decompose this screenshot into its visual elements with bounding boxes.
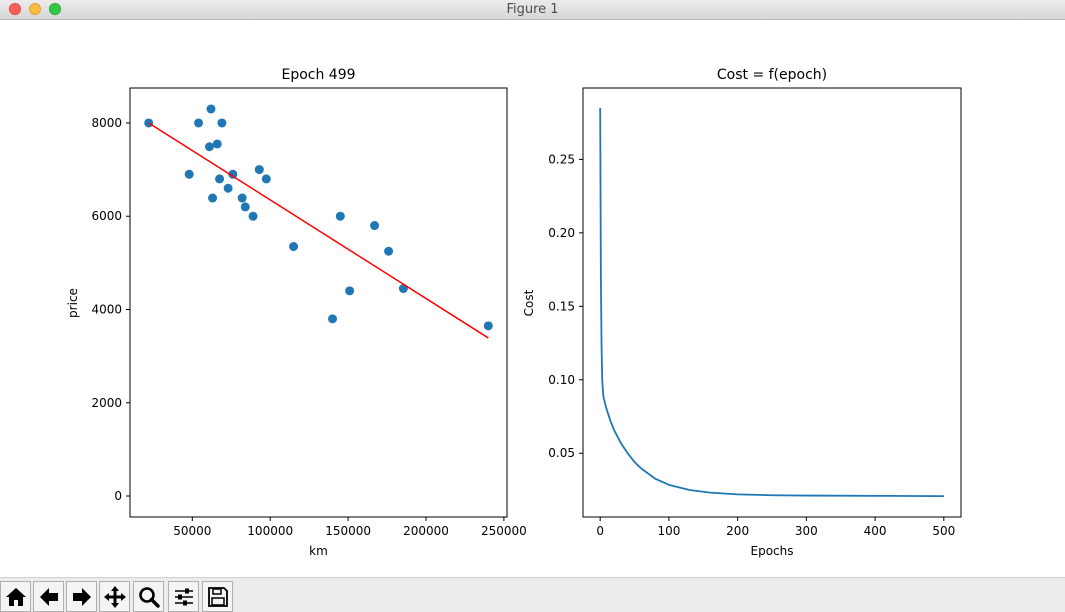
data-point — [370, 221, 380, 231]
data-point — [223, 183, 233, 193]
data-point — [208, 193, 218, 203]
cost-plot-axes: Cost = f(epoch) Epochs Cost 0 100 200 300 40… — [522, 67, 962, 558]
cost-x-axis-label: Epochs — [751, 544, 794, 558]
navigation-toolbar — [0, 577, 1065, 612]
y-tick-label: 2000 — [91, 396, 122, 410]
x-tick-label: 250000 — [481, 524, 527, 538]
home-button[interactable] — [0, 581, 31, 612]
x-tick-label: 300 — [795, 524, 818, 538]
data-point — [206, 104, 216, 114]
maximize-window-button[interactable] — [49, 3, 61, 15]
zoom-icon — [138, 586, 160, 608]
y-tick-label: 0.15 — [548, 299, 575, 313]
scatter-x-axis-label: km — [309, 544, 328, 558]
y-tick-label: 0.20 — [548, 226, 575, 240]
data-point — [335, 211, 345, 221]
scatter-plot-frame — [129, 87, 508, 518]
data-point — [215, 174, 225, 184]
x-tick-label: 100 — [657, 524, 680, 538]
y-tick-label: 6000 — [91, 209, 122, 223]
data-point — [289, 242, 299, 252]
y-tick-label: 8000 — [91, 116, 122, 130]
sliders-icon — [174, 588, 193, 605]
cost-y-axis-label: Cost — [522, 289, 536, 316]
x-tick-label: 150000 — [325, 524, 371, 538]
data-point — [204, 142, 214, 152]
arrow-left-icon — [39, 587, 58, 606]
figure-canvas: Epoch 499 km price 50000 100000 150000 2000… — [66, 67, 962, 558]
data-point — [254, 165, 264, 175]
regression-line — [148, 122, 489, 339]
data-point — [194, 118, 204, 128]
minimize-window-button[interactable] — [29, 3, 41, 15]
scatter-plot-title: Epoch 499 — [281, 67, 355, 83]
cost-plot-frame — [582, 87, 962, 518]
x-tick-label: 500 — [932, 524, 955, 538]
data-point — [248, 211, 258, 221]
data-point — [184, 169, 194, 179]
scatter-plot-axes: Epoch 499 km price 50000 100000 150000 2000… — [66, 67, 527, 558]
back-button[interactable] — [33, 581, 64, 612]
data-point — [483, 321, 493, 331]
y-tick-label: 0 — [114, 489, 122, 503]
x-tick-label: 50000 — [173, 524, 211, 538]
forward-button[interactable] — [66, 581, 97, 612]
data-point — [345, 286, 355, 296]
data-point — [328, 314, 338, 324]
cost-series-line — [599, 107, 944, 498]
floppy-icon — [207, 586, 228, 607]
x-tick-label: 0 — [596, 524, 604, 538]
x-tick-label: 400 — [864, 524, 887, 538]
x-tick-label: 100000 — [247, 524, 293, 538]
window-titlebar: Figure 1 — [0, 0, 1065, 20]
y-tick-label: 0.10 — [548, 373, 575, 387]
x-tick-label: 200000 — [403, 524, 449, 538]
pan-button[interactable] — [99, 581, 130, 612]
data-point — [261, 174, 271, 184]
arrow-right-icon — [72, 587, 91, 606]
scatter-y-axis-label: price — [66, 288, 80, 318]
data-point — [237, 193, 247, 203]
save-button[interactable] — [202, 581, 233, 612]
y-tick-label: 0.05 — [548, 446, 575, 460]
data-point — [217, 118, 227, 128]
data-point — [384, 246, 394, 256]
move-icon — [103, 585, 126, 608]
zoom-button[interactable] — [133, 581, 164, 612]
configure-subplots-button[interactable] — [168, 581, 199, 612]
cost-plot-title: Cost = f(epoch) — [717, 67, 827, 83]
data-point — [228, 169, 238, 179]
y-tick-label: 0.25 — [548, 152, 575, 166]
close-window-button[interactable] — [9, 3, 21, 15]
data-point — [240, 202, 250, 212]
home-icon — [5, 587, 26, 606]
window-title: Figure 1 — [506, 2, 559, 17]
data-point — [212, 139, 222, 149]
x-tick-label: 200 — [726, 524, 749, 538]
y-tick-label: 4000 — [91, 302, 122, 316]
